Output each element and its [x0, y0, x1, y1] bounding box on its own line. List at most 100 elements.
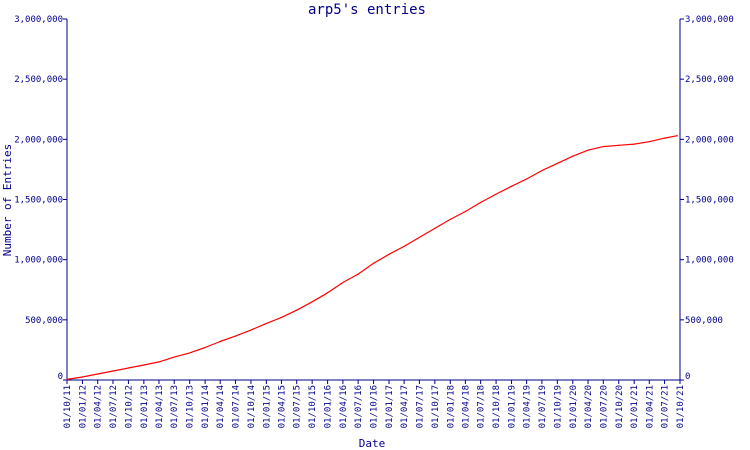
data-point [418, 236, 420, 239]
chart-title: arp5's entries [308, 2, 426, 18]
data-point [618, 144, 620, 146]
left-y-tick-label: 3,000,000 [14, 15, 63, 25]
data-point [97, 373, 99, 375]
x-tick-label: 01/01/17 [385, 385, 395, 428]
left-y-tick-label: 0 [58, 372, 63, 382]
left-y-tick-label: 2,000,000 [14, 135, 63, 145]
x-tick-label: 01/10/16 [370, 385, 380, 428]
data-point [556, 162, 558, 164]
data-point [342, 281, 344, 284]
x-tick-label: 01/04/16 [339, 385, 349, 428]
x-tick-label: 01/07/20 [599, 385, 609, 428]
left-y-tick-label: 1,500,000 [14, 196, 63, 206]
x-tick-label: 01/07/15 [293, 385, 303, 428]
data-point [403, 245, 405, 248]
data-point [526, 178, 528, 180]
x-tick-label: 01/04/12 [94, 385, 104, 428]
x-tick-label: 01/01/19 [508, 385, 518, 428]
data-point [464, 210, 466, 213]
x-tick-label: 01/10/14 [247, 385, 257, 428]
data-point [280, 316, 283, 319]
left-y-tick-label: 500,000 [25, 316, 63, 326]
data-point [357, 273, 359, 275]
data-point [296, 309, 298, 311]
data-point [173, 356, 175, 358]
data-point [434, 227, 436, 229]
data-point [541, 170, 543, 172]
left-y-tick-label: 2,500,000 [14, 75, 63, 85]
right-y-tick-label: 3,000,000 [685, 15, 734, 25]
data-point [587, 149, 589, 151]
x-tick-label: 01/07/16 [354, 385, 364, 428]
data-point [219, 340, 221, 343]
data-point [327, 292, 329, 294]
data-point [311, 301, 313, 303]
x-tick-label: 01/07/18 [477, 385, 487, 428]
data-point [158, 361, 160, 363]
data-point [572, 155, 574, 157]
x-tick-label: 01/04/21 [645, 385, 655, 428]
x-tick-label: 01/07/13 [170, 385, 180, 428]
x-tick-label: 01/10/20 [615, 385, 625, 428]
x-tick-label: 01/01/18 [446, 385, 456, 428]
y-axis-label: Number of Entries [1, 144, 14, 257]
x-tick-label: 01/01/12 [78, 385, 88, 428]
x-tick-label: 01/10/12 [124, 385, 134, 428]
x-tick-label: 01/10/19 [553, 385, 563, 428]
x-tick-label: 01/10/21 [676, 385, 686, 428]
x-tick-label: 01/10/18 [492, 385, 502, 428]
data-point [648, 141, 650, 143]
x-tick-label: 01/01/13 [140, 385, 150, 428]
x-axis-label: Date [359, 437, 386, 450]
x-tick-label: 01/04/14 [216, 385, 226, 428]
x-tick-label: 01/07/21 [661, 385, 671, 428]
x-tick-label: 01/04/15 [277, 385, 287, 428]
x-tick-label: 01/07/19 [538, 385, 548, 428]
data-point [189, 352, 191, 354]
left-y-tick-label: 1,000,000 [14, 256, 63, 266]
data-point [112, 370, 114, 372]
data-point [449, 218, 451, 220]
data-point [127, 367, 130, 369]
series-line [66, 135, 678, 380]
x-tick-label: 01/01/15 [262, 385, 272, 428]
data-point [633, 143, 635, 145]
x-tick-label: 01/07/12 [109, 385, 119, 428]
right-y-tick-label: 0 [685, 372, 690, 382]
x-tick-label: 01/01/14 [201, 385, 211, 428]
x-tick-label: 01/04/19 [523, 385, 533, 428]
x-tick-label: 01/10/13 [186, 385, 196, 428]
right-y-tick-label: 500,000 [685, 316, 723, 326]
x-tick-label: 01/04/13 [155, 385, 165, 428]
data-point [66, 378, 68, 380]
data-point [234, 335, 237, 337]
x-tick-label: 01/04/20 [584, 385, 594, 428]
data-point [388, 253, 390, 255]
data-point [663, 137, 666, 139]
x-tick-label: 01/10/17 [431, 385, 441, 428]
x-tick-label: 01/01/21 [630, 385, 640, 428]
right-y-tick-label: 2,500,000 [685, 75, 734, 85]
data-point [250, 329, 252, 331]
data-point [372, 262, 375, 264]
data-point [676, 135, 678, 137]
data-point [81, 376, 84, 378]
data-point [143, 364, 145, 366]
x-tick-label: 01/04/17 [400, 385, 410, 428]
right-y-tick-label: 2,000,000 [685, 135, 734, 145]
x-tick-label: 01/07/17 [415, 385, 425, 428]
data-point [510, 185, 513, 187]
data-point [495, 193, 497, 195]
data-point [265, 322, 267, 325]
right-y-tick-label: 1,500,000 [685, 196, 734, 206]
data-point [480, 201, 482, 204]
x-tick-label: 01/01/20 [569, 385, 579, 428]
data-point [602, 145, 604, 148]
x-tick-label: 01/04/18 [461, 385, 471, 428]
x-tick-label: 01/10/15 [308, 385, 318, 428]
x-tick-label: 01/01/16 [324, 385, 334, 428]
right-y-tick-label: 1,000,000 [685, 256, 734, 266]
x-tick-label: 01/07/14 [231, 385, 241, 428]
